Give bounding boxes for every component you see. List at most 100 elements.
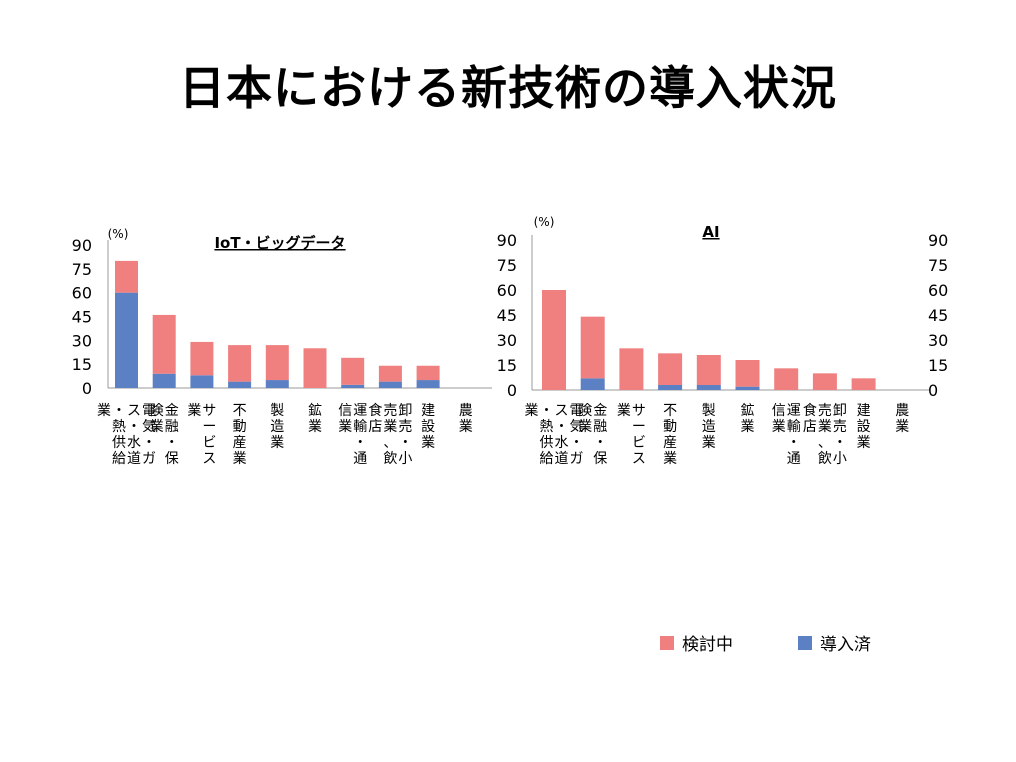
ai-category-label-char: ・ [593, 435, 607, 451]
ai-y-tick-label: 90 [497, 231, 517, 250]
iot-category-label-char: 製 [270, 403, 284, 419]
ai-bar-adopted-4 [696, 385, 721, 390]
iot-category-label-char: 電 [142, 403, 156, 419]
iot-bar-considering-5 [303, 348, 327, 388]
ai-category-label-char: 鉱 [741, 402, 755, 419]
ai-category-label-char: 業 [741, 419, 755, 435]
legend-swatch-adopted [798, 635, 812, 650]
ai-bar-considering-2 [619, 348, 644, 390]
ai-category-label-char: 業 [818, 419, 832, 435]
iot-category-label-char: 険 [150, 403, 164, 419]
iot-category-label-char: 業 [459, 419, 473, 435]
ai-bar-considering-3 [658, 353, 683, 385]
iot-category-label-char: 給 [112, 451, 126, 467]
iot-bar-considering-0 [115, 260, 138, 293]
ai-category-label-char: 気 [570, 419, 584, 435]
iot-category-label-char: サ [202, 403, 216, 419]
iot-bar-adopted-4 [265, 380, 289, 388]
ai-category-label-char: 業 [617, 403, 631, 419]
ai-category-label-char: 食 [803, 402, 817, 419]
iot-category-label-char: 運 [353, 403, 367, 419]
ai-category-label-char: 信 [772, 403, 786, 419]
iot-bar-considering-1 [152, 314, 176, 374]
ai-category-label-char: ・ [787, 435, 801, 451]
ai-category-label-char: 業 [772, 419, 786, 435]
ai-category-label-char: 設 [857, 419, 871, 435]
iot-y-tick-label: 75 [72, 260, 92, 279]
ai-category-label-char: 店 [803, 419, 817, 435]
iot-category-label-char: 業 [308, 419, 322, 435]
legend-swatch-considering [660, 635, 674, 650]
iot-y-tick-label: 90 [72, 236, 92, 255]
ai-y-tick-label-right: 90 [928, 231, 948, 250]
iot-category-label-char: 設 [421, 419, 435, 435]
iot-y-tick-label: 45 [72, 308, 92, 327]
ai-bar-considering-5 [735, 360, 760, 387]
ai-category-label-char: 建 [857, 403, 871, 419]
ai-y-tick-label-right: 0 [928, 381, 938, 400]
ai-category-label-char: 通 [787, 451, 801, 467]
iot-category-label-char: 信 [338, 403, 352, 419]
ai-bar-considering-7 [812, 373, 837, 390]
ai-category-label-char: ・ [540, 403, 554, 419]
ai-y-tick-label: 60 [497, 281, 517, 300]
iot-bar-considering-7 [378, 365, 402, 382]
iot-category-label-char: ・ [165, 435, 179, 451]
iot-y-tick-label: 0 [82, 379, 92, 398]
ai-y-tick-label: 75 [497, 256, 517, 275]
ai-category-label-char: 不 [663, 403, 677, 419]
iot-category-label-char: 業 [383, 419, 397, 435]
iot-unit-label: (%) [108, 227, 129, 241]
iot-category-label-char: 業 [233, 451, 247, 467]
ai-bar-adopted-1 [580, 378, 605, 390]
iot-category-label-char: ・ [142, 435, 156, 451]
ai-y-tick-label-right: 45 [928, 306, 948, 325]
iot-category-label-char: 不 [233, 403, 247, 419]
iot-bar-adopted-3 [228, 381, 252, 388]
ai-category-label-char: 業 [525, 403, 539, 419]
iot-category-label-char: ガ [142, 451, 156, 467]
iot-bar-considering-3 [228, 345, 252, 382]
ai-bar-considering-6 [774, 368, 799, 390]
iot-category-label-char: 産 [233, 435, 247, 451]
ai-bar-adopted-5 [735, 386, 760, 390]
ai-category-label-char: 業 [702, 435, 716, 451]
ai-y-tick-label: 15 [497, 356, 517, 375]
iot-category-label-char: ー [202, 419, 216, 435]
ai-category-label-char: 水 [555, 435, 569, 451]
ai-unit-label: (%) [534, 215, 555, 229]
ai-category-label-char: ・ [833, 435, 847, 451]
iot-category-label-char: 造 [270, 419, 284, 435]
iot-bar-adopted-8 [416, 380, 440, 388]
ai-category-label-char: 業 [578, 419, 592, 435]
iot-bar-adopted-1 [152, 373, 176, 388]
ai-category-label-char: ス [555, 403, 569, 419]
iot-category-label-char: ビ [202, 435, 216, 451]
iot-category-label-char: 飲 [383, 451, 397, 467]
iot-bar-considering-4 [265, 345, 289, 381]
ai-category-label-char: 卸 [833, 403, 847, 419]
ai-y-tick-label: 45 [497, 306, 517, 325]
iot-bar-considering-6 [341, 357, 365, 385]
ai-category-label-char: 電 [570, 403, 584, 419]
ai-y-tick-label-right: 60 [928, 281, 948, 300]
legend-item-considering: 検討中 [660, 630, 733, 655]
ai-category-label-char: ー [632, 419, 646, 435]
iot-chart-title: IoT・ビッグデータ [214, 234, 345, 252]
ai-chart-title: AI [702, 223, 719, 241]
ai-category-label-char: 保 [593, 451, 607, 467]
iot-category-label-char: 熱 [112, 419, 126, 435]
iot-y-tick-label: 15 [72, 355, 92, 374]
iot-bar-adopted-6 [341, 384, 365, 388]
ai-category-label-char: 金 [593, 403, 607, 419]
iot-category-label-char: 建 [421, 403, 435, 419]
ai-y-tick-label-right: 30 [928, 331, 948, 350]
ai-category-label-char: 業 [663, 451, 677, 467]
ai-category-label-char: 熱 [540, 419, 554, 435]
iot-bar-adopted-7 [378, 381, 402, 388]
ai-category-label-char: 険 [578, 403, 592, 419]
iot-bar-considering-8 [416, 365, 440, 381]
ai-y-tick-label-right: 15 [928, 356, 948, 375]
iot-category-label-char: ・ [353, 435, 367, 451]
iot-category-label-char: 業 [338, 419, 352, 435]
